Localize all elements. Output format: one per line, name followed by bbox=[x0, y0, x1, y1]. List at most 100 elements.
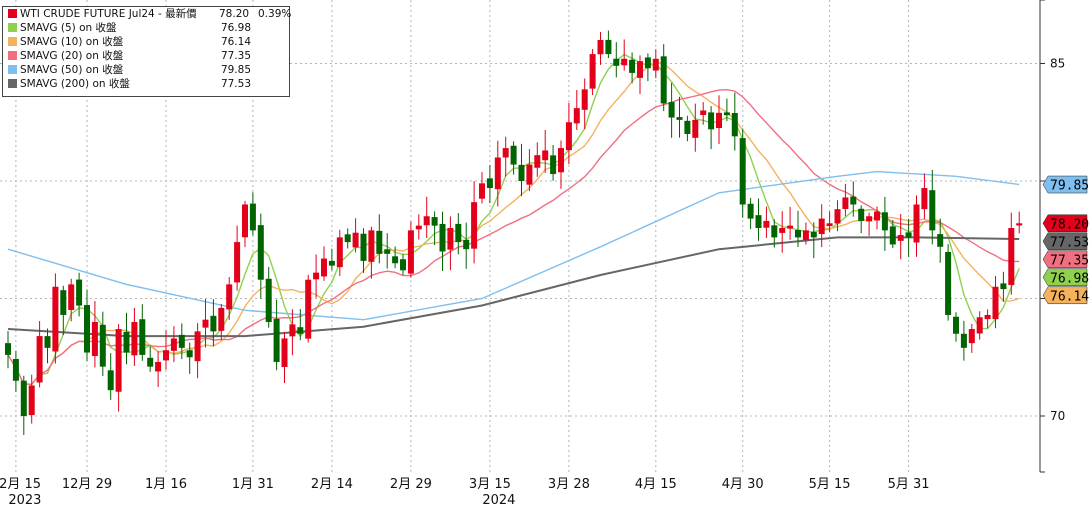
candle-body bbox=[265, 278, 272, 322]
candle-body bbox=[218, 307, 225, 331]
legend-label-sma200: SMAVG (200) on 收盤 bbox=[20, 78, 130, 90]
candle-body bbox=[565, 122, 572, 151]
candle-body bbox=[992, 286, 999, 320]
candle-body bbox=[376, 230, 383, 254]
candle-body bbox=[352, 232, 359, 248]
candle-body bbox=[937, 234, 944, 247]
last-value-tag-text: 76.14 bbox=[1050, 289, 1089, 304]
candle-body bbox=[731, 112, 738, 137]
candle-body bbox=[392, 256, 399, 264]
candle-body bbox=[210, 315, 217, 332]
candle-body bbox=[502, 148, 509, 158]
candle-body bbox=[368, 230, 375, 262]
candle-body bbox=[518, 164, 525, 181]
candle-body bbox=[723, 112, 730, 116]
candle-body bbox=[321, 258, 327, 277]
candle-body bbox=[313, 272, 320, 280]
candle-body bbox=[526, 164, 533, 185]
candle-body bbox=[12, 358, 19, 381]
last-value-tag-box bbox=[1042, 250, 1088, 269]
candle-body bbox=[115, 329, 122, 392]
x-tick-label: 4月 30 bbox=[722, 477, 764, 492]
last-value-tag: 77.53 bbox=[1042, 232, 1089, 251]
candle-body bbox=[194, 331, 201, 362]
candle-body bbox=[945, 251, 952, 315]
x-tick-label: 3月 28 bbox=[548, 477, 590, 492]
candle-body bbox=[305, 279, 312, 339]
x-tick-label: 3月 15 bbox=[469, 477, 511, 492]
legend-change-price: 0.39% bbox=[258, 8, 292, 20]
candle-body bbox=[415, 225, 422, 230]
last-value-tag-text: 77.53 bbox=[1050, 235, 1089, 250]
candle-body bbox=[91, 322, 98, 357]
legend-swatch-price bbox=[8, 9, 17, 18]
x-tick-label: 2月 14 bbox=[311, 477, 353, 492]
legend-value-sma20: 77.35 bbox=[220, 50, 251, 62]
candle-body bbox=[170, 338, 177, 351]
candle-body bbox=[621, 58, 628, 66]
candle-body bbox=[755, 215, 762, 228]
candle-body bbox=[968, 329, 975, 344]
candle-body bbox=[163, 350, 169, 361]
last-value-tag-box bbox=[1042, 232, 1088, 251]
last-value-tag: 78.20 bbox=[1042, 214, 1089, 232]
candle-body bbox=[186, 350, 193, 358]
candle-body bbox=[960, 333, 967, 348]
candle-body bbox=[597, 40, 604, 55]
candle-body bbox=[889, 226, 896, 245]
candle-body bbox=[336, 237, 343, 268]
x-tick-label: 4月 15 bbox=[635, 477, 677, 492]
candle-body bbox=[60, 290, 67, 315]
candle-body bbox=[676, 117, 683, 120]
legend-label-sma50: SMAVG (50) on 收盤 bbox=[20, 64, 124, 76]
candle-body bbox=[550, 155, 557, 174]
candle-body bbox=[273, 318, 280, 362]
x-year-label: 2024 bbox=[482, 493, 515, 508]
candle-body bbox=[802, 230, 809, 241]
candle-body bbox=[242, 204, 248, 238]
candle-body bbox=[834, 209, 841, 224]
candle-body bbox=[463, 239, 470, 250]
last-value-tag-text: 76.98 bbox=[1050, 271, 1089, 286]
candle-body bbox=[147, 357, 154, 367]
legend-value-sma10: 76.14 bbox=[220, 36, 251, 48]
candle-body bbox=[360, 233, 367, 261]
last-value-tag-text: 78.20 bbox=[1050, 217, 1089, 232]
candle-body bbox=[629, 59, 636, 73]
candle-body bbox=[921, 188, 928, 210]
legend-item-sma10: SMAVG (10) on 收盤 76.14 bbox=[3, 35, 289, 49]
candle-body bbox=[897, 235, 904, 241]
candle-body bbox=[447, 228, 454, 250]
candle-body bbox=[644, 57, 651, 69]
chart-legend: WTI CRUDE FUTURE Jul24 - 最新價 78.20 0.39%… bbox=[2, 6, 292, 97]
candle-body bbox=[984, 314, 991, 320]
last-value-tag-text: 79.85 bbox=[1050, 179, 1089, 194]
series-line-sma10 bbox=[7, 61, 1020, 386]
candle-body bbox=[747, 203, 754, 219]
candles bbox=[5, 30, 1023, 436]
candle-body bbox=[976, 317, 983, 334]
candle-body bbox=[866, 216, 873, 222]
candle-body bbox=[810, 231, 817, 238]
candle-body bbox=[84, 305, 90, 353]
candle-body bbox=[605, 39, 612, 55]
candle-body bbox=[739, 138, 746, 205]
y-tick-label: 70 bbox=[1050, 409, 1065, 423]
legend-value-sma200: 77.53 bbox=[220, 78, 251, 90]
candle-body bbox=[257, 225, 264, 280]
candle-body bbox=[953, 316, 959, 334]
candle-body bbox=[234, 242, 241, 283]
candle-body bbox=[558, 148, 564, 173]
candle-body bbox=[344, 234, 351, 243]
candle-body bbox=[684, 120, 691, 134]
candle-body bbox=[107, 370, 114, 391]
candle-body bbox=[407, 230, 414, 274]
candle-body bbox=[36, 336, 43, 383]
last-value-tag-text: 77.35 bbox=[1050, 253, 1089, 268]
candle-body bbox=[858, 208, 865, 221]
candle-body bbox=[226, 284, 233, 310]
candle-body bbox=[874, 211, 880, 221]
candle-body bbox=[28, 385, 35, 416]
candle-body bbox=[249, 203, 256, 231]
